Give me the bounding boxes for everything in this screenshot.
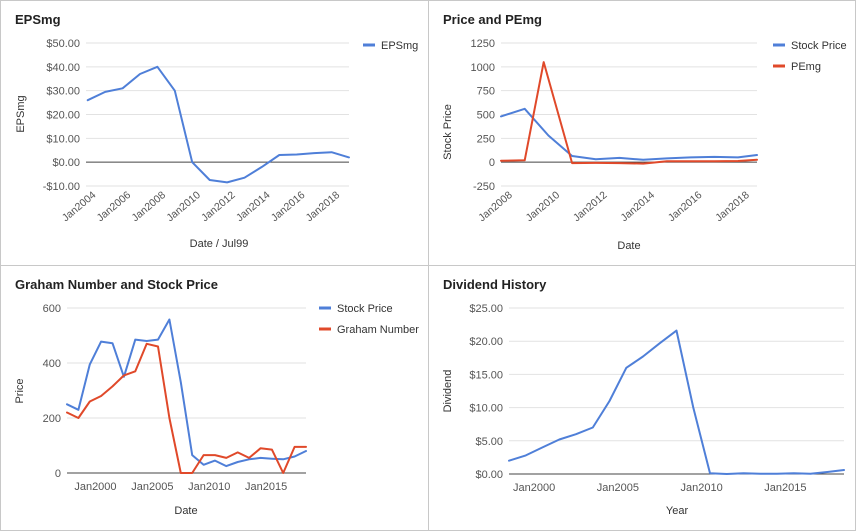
x-tick-label: Jan2004 <box>60 189 99 224</box>
chart-svg: $0.00 $5.00 $10.00 $15.00 $20.00 $25.00 Jan200… <box>442 303 845 517</box>
series-line <box>508 329 845 475</box>
y-tick-label: $20.00 <box>46 110 80 122</box>
y-tick-label: 400 <box>43 358 61 370</box>
x-tick-label: Jan2010 <box>524 189 563 224</box>
y-tick-label: 1250 <box>471 38 495 50</box>
chart-panel-epsmg: EPSmg -$10.00 $0.00 $10.00 $20.00 $30.00 $40.… <box>0 0 429 266</box>
x-tick-label: Jan2018 <box>713 189 752 224</box>
legend-label: PEmg <box>791 61 821 73</box>
chart-title: Graham Number and Stock Price <box>15 277 219 292</box>
y-axis-label: EPSmg <box>15 95 27 132</box>
y-axis-label: Price <box>14 378 26 403</box>
y-tick-label: $40.00 <box>46 62 80 74</box>
y-axis-label: Dividend <box>442 370 454 413</box>
legend-label: Stock Price <box>791 40 847 52</box>
series-line <box>86 65 350 184</box>
y-tick-label: 0 <box>55 468 61 480</box>
x-tick-label: Jan2014 <box>234 189 273 224</box>
x-tick-label: Jan2006 <box>95 189 134 224</box>
x-axis-label: Date <box>617 240 640 252</box>
y-tick-label: -$10.00 <box>43 181 80 193</box>
series-line <box>500 61 758 165</box>
x-tick-label: Jan2010 <box>681 482 723 494</box>
x-tick-label: Jan2012 <box>199 189 238 224</box>
chart-panel-price-pemg: Price and PEmg -250 0 250 500 750 1000 1250 Jan… <box>428 0 856 266</box>
x-tick-label: Jan2015 <box>764 482 806 494</box>
y-tick-label: 0 <box>489 157 495 169</box>
y-tick-label: $15.00 <box>469 369 503 381</box>
chart-title: Price and PEmg <box>443 12 542 27</box>
x-tick-label: Jan2016 <box>269 189 308 224</box>
x-tick-label: Jan2010 <box>188 481 230 493</box>
y-tick-label: -250 <box>473 181 495 193</box>
x-tick-label: Jan2005 <box>131 481 173 493</box>
x-tick-label: Jan2008 <box>129 189 168 224</box>
x-tick-label: Jan2000 <box>513 482 555 494</box>
y-tick-label: $25.00 <box>469 303 503 315</box>
y-tick-label: $5.00 <box>475 436 503 448</box>
chart-svg: 0 200 400 600 Jan2000 Jan2005 Jan2010 Jan2015 Da… <box>14 303 419 517</box>
y-tick-label: $0.00 <box>52 157 80 169</box>
y-tick-label: $10.00 <box>46 133 80 145</box>
chart-svg: -$10.00 $0.00 $10.00 $20.00 $30.00 $40.00 $50.… <box>15 38 418 250</box>
series-line <box>66 318 307 468</box>
y-tick-label: $10.00 <box>469 403 503 415</box>
chart-title: Dividend History <box>443 277 547 292</box>
legend-label: Stock Price <box>337 303 393 315</box>
y-axis-label: Stock Price <box>442 104 454 160</box>
x-tick-label: Jan2014 <box>618 189 657 224</box>
x-tick-label: Jan2018 <box>304 189 343 224</box>
x-tick-label: Jan2012 <box>571 189 610 224</box>
x-tick-label: Jan2015 <box>245 481 287 493</box>
legend-label: EPSmg <box>381 40 418 52</box>
legend-label: Graham Number <box>337 324 419 336</box>
y-tick-label: $0.00 <box>475 469 503 481</box>
y-tick-label: 250 <box>477 133 495 145</box>
x-tick-label: Jan2008 <box>476 189 515 224</box>
y-tick-label: 750 <box>477 86 495 98</box>
series-line <box>66 342 307 474</box>
x-tick-label: Jan2000 <box>74 481 116 493</box>
y-tick-label: 1000 <box>471 62 495 74</box>
x-tick-label: Jan2016 <box>666 189 705 224</box>
x-axis-label: Date / Jul99 <box>190 238 249 250</box>
x-axis-label: Year <box>666 505 689 517</box>
x-tick-label: Jan2005 <box>597 482 639 494</box>
chart-title: EPSmg <box>15 12 61 27</box>
chart-panel-graham: Graham Number and Stock Price 0 200 400 600… <box>0 265 429 531</box>
y-tick-label: 500 <box>477 110 495 122</box>
series-line <box>500 107 758 161</box>
x-axis-label: Date <box>174 505 197 517</box>
y-tick-label: 200 <box>43 413 61 425</box>
y-tick-label: $30.00 <box>46 86 80 98</box>
x-tick-label: Jan2010 <box>164 189 203 224</box>
y-tick-label: $50.00 <box>46 38 80 50</box>
y-tick-label: 600 <box>43 303 61 315</box>
y-tick-label: $20.00 <box>469 336 503 348</box>
chart-panel-dividend: Dividend History $0.00 $5.00 $10.00 $15.00 $… <box>428 265 856 531</box>
